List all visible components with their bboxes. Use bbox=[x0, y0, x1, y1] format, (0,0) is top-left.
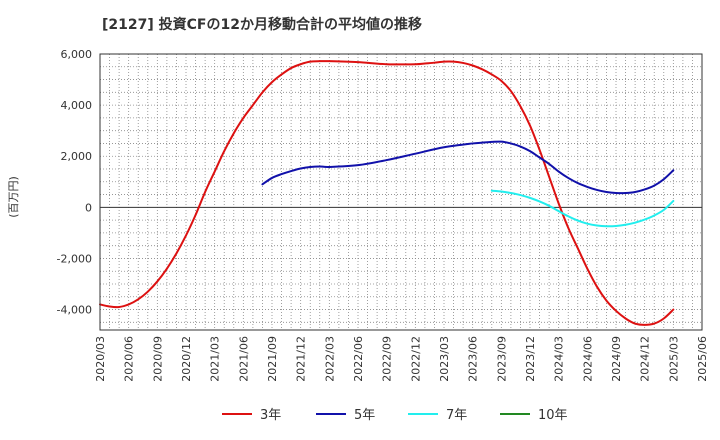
y-tick-label: 4,000 bbox=[61, 99, 93, 112]
x-tick-label: 2021/09 bbox=[266, 336, 279, 382]
x-tick-label: 2020/03 bbox=[94, 336, 107, 382]
plot-border-group bbox=[99, 53, 703, 331]
x-tick-label: 2024/12 bbox=[639, 336, 652, 382]
x-tick-label: 2021/06 bbox=[237, 336, 250, 382]
x-tick-label: 2022/06 bbox=[352, 336, 365, 382]
x-tick-label: 2020/12 bbox=[180, 336, 193, 382]
x-tick-label: 2021/03 bbox=[209, 336, 222, 382]
x-tick-label: 2024/06 bbox=[581, 336, 594, 382]
y-tick-label: -4,000 bbox=[57, 304, 92, 317]
x-tick-label: 2021/12 bbox=[295, 336, 308, 382]
x-tick-label: 2024/03 bbox=[553, 336, 566, 382]
x-tick-label: 2022/09 bbox=[381, 336, 394, 382]
legend: 3年 5年 7年 10年 bbox=[222, 408, 568, 423]
x-tick-label: 2022/03 bbox=[323, 336, 336, 382]
series-line-2 bbox=[261, 140, 675, 195]
x-tick-label: 2025/03 bbox=[667, 336, 680, 382]
y-axis-label: (百万円) bbox=[7, 176, 20, 218]
x-tick-label: 2023/12 bbox=[524, 336, 537, 382]
plot-border bbox=[99, 53, 703, 331]
series-lines bbox=[99, 60, 675, 326]
x-tick-label: 2023/06 bbox=[467, 336, 480, 382]
grid-lines bbox=[100, 54, 702, 330]
y-tick-labels: -4,000 -2,000 0 2,000 4,000 6,000 bbox=[57, 48, 92, 317]
x-tick-label: 2022/12 bbox=[409, 336, 422, 382]
x-tick-label: 2020/09 bbox=[151, 336, 164, 382]
x-tick-labels: 2020/03 2020/06 2020/09 2020/12 2021/03 2021/… bbox=[94, 336, 709, 382]
x-tick-label: 2024/09 bbox=[610, 336, 623, 382]
legend-label-2: 5年 bbox=[354, 408, 375, 423]
series-line-1 bbox=[99, 60, 675, 326]
x-tick-label: 2023/03 bbox=[438, 336, 451, 382]
chart-title: [2127] 投資CFの12か月移動合計の平均値の推移 bbox=[102, 16, 422, 33]
x-tick-label: 2023/09 bbox=[495, 336, 508, 382]
legend-label-4: 10年 bbox=[538, 408, 568, 423]
y-tick-label: 0 bbox=[85, 201, 92, 214]
y-tick-label: 2,000 bbox=[61, 150, 93, 163]
x-tick-label: 2020/06 bbox=[123, 336, 136, 382]
series-line-3 bbox=[490, 189, 675, 228]
x-tick-label: 2025/06 bbox=[696, 336, 709, 382]
y-tick-label: 6,000 bbox=[61, 48, 93, 61]
legend-label-1: 3年 bbox=[260, 408, 281, 423]
y-tick-label: -2,000 bbox=[57, 252, 92, 265]
legend-label-3: 7年 bbox=[446, 408, 467, 423]
